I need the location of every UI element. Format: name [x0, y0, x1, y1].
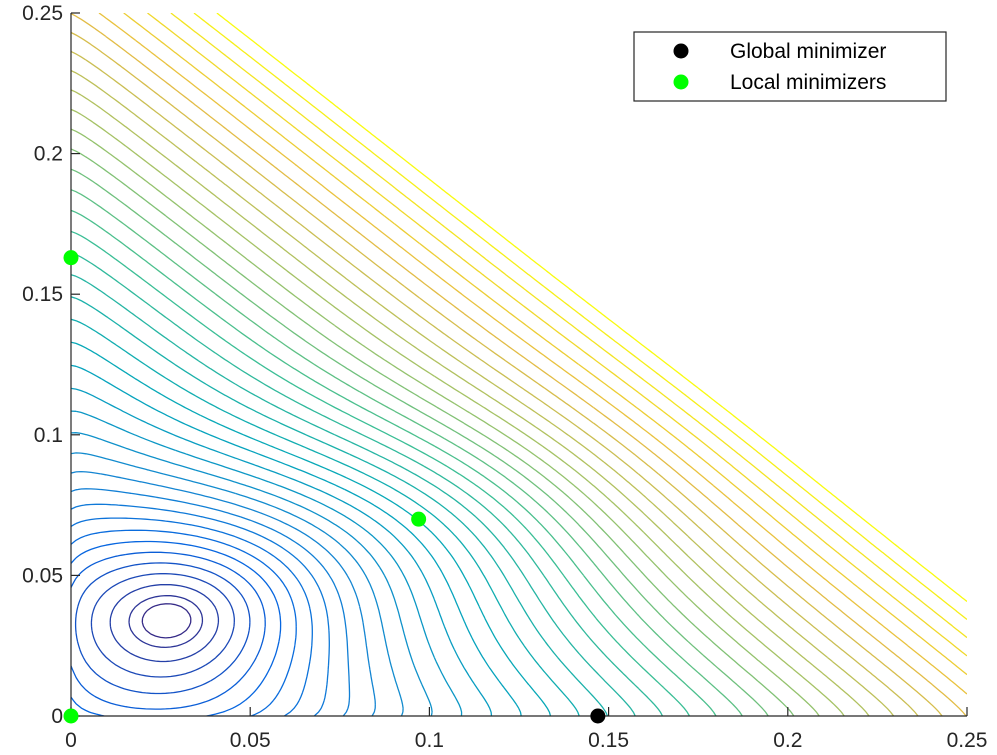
contour-level-31	[71, 50, 919, 716]
contour-level-16	[71, 364, 522, 716]
y-tick-label: 0.15	[22, 283, 63, 306]
contour-level-21	[71, 252, 664, 716]
legend-marker	[673, 43, 689, 59]
contour-level-23	[71, 209, 717, 716]
axes-background	[71, 13, 967, 716]
x-tick-label: 0.1	[415, 729, 444, 752]
contour-level-35	[123, 13, 967, 676]
x-tick-label: 0.25	[947, 729, 988, 752]
contour-level-36	[147, 13, 967, 657]
x-tick-label: 0.05	[230, 729, 271, 752]
legend: Global minimizer Local minimizers	[633, 31, 947, 102]
contour-level-28	[71, 108, 845, 716]
legend-label: Global minimizer	[730, 40, 886, 63]
axes	[70, 13, 967, 717]
contour-level-39	[216, 13, 967, 603]
contour-level-34	[98, 13, 967, 695]
contour-level-1	[128, 594, 204, 649]
legend-box	[633, 31, 947, 102]
contour-level-4	[74, 562, 251, 695]
contour-level-27	[71, 128, 820, 716]
global-minimizer-point	[590, 708, 606, 724]
contour-level-19	[71, 296, 609, 716]
y-axis-ticks: 0 0.05 0.1 0.15 0.2 0.25	[22, 2, 80, 728]
contour-level-2	[109, 583, 220, 663]
contour-level-6	[71, 540, 282, 716]
local-minimizer-point	[63, 708, 79, 724]
contour-level-33	[71, 13, 967, 716]
y-tick-label: 0.25	[22, 2, 63, 25]
contour-level-20	[71, 274, 636, 716]
x-tick-label: 0.2	[773, 729, 802, 752]
contour-level-13	[71, 432, 433, 716]
contour-level-26	[71, 148, 795, 716]
contour-level-3	[90, 573, 235, 678]
x-tick-label: 0	[65, 729, 77, 752]
y-tick-label: 0	[51, 705, 63, 728]
contour-level-18	[71, 318, 580, 716]
local-minimizer-point	[63, 250, 79, 266]
contour-level-7	[71, 529, 297, 716]
contour-level-17	[71, 341, 552, 716]
local-minimizer-point	[411, 511, 427, 527]
legend-label: Local minimizers	[730, 71, 886, 94]
contour-level-37	[170, 13, 967, 639]
contour-level-15	[71, 387, 493, 716]
minimizer-points	[63, 250, 606, 724]
y-tick-label: 0.1	[34, 424, 63, 447]
contour-level-22	[71, 230, 691, 716]
contour-level-29	[71, 89, 870, 716]
contour-level-0	[141, 603, 192, 639]
legend-marker	[673, 74, 689, 90]
contour-level-14	[71, 410, 463, 716]
contour-level-38	[193, 13, 967, 621]
contour-level-24	[71, 189, 743, 716]
contour-level-10	[71, 488, 351, 716]
contour-level-32	[71, 31, 943, 716]
contour-level-30	[71, 70, 895, 716]
x-axis-ticks: 0 0.05 0.1 0.15 0.2 0.25	[65, 707, 987, 752]
y-tick-label: 0.2	[34, 143, 63, 166]
contour-lines	[71, 13, 967, 716]
contour-level-5	[71, 551, 266, 710]
x-tick-label: 0.15	[588, 729, 629, 752]
contour-level-25	[71, 168, 769, 716]
y-tick-label: 0.05	[22, 564, 63, 587]
contour-level-12	[71, 452, 404, 716]
contour-level-11	[71, 470, 376, 716]
